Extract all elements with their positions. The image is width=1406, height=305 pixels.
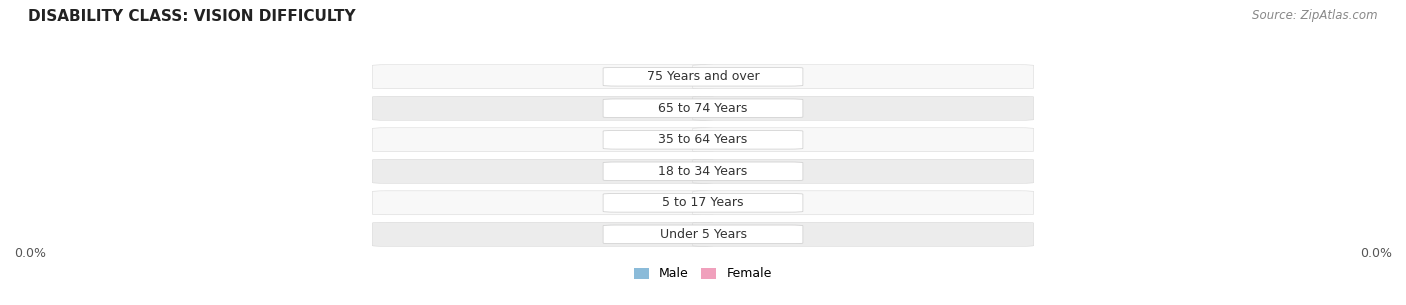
Text: 65 to 74 Years: 65 to 74 Years xyxy=(658,102,748,115)
Text: 0.0%: 0.0% xyxy=(641,135,672,145)
Text: 5 to 17 Years: 5 to 17 Years xyxy=(662,196,744,209)
FancyBboxPatch shape xyxy=(606,194,706,211)
Text: 0.0%: 0.0% xyxy=(734,229,765,239)
FancyBboxPatch shape xyxy=(603,162,803,181)
FancyBboxPatch shape xyxy=(693,128,1033,152)
FancyBboxPatch shape xyxy=(693,191,1033,215)
FancyBboxPatch shape xyxy=(373,222,713,246)
FancyBboxPatch shape xyxy=(700,131,800,149)
Text: 0.0%: 0.0% xyxy=(641,229,672,239)
FancyBboxPatch shape xyxy=(603,225,803,244)
Text: 0.0%: 0.0% xyxy=(734,198,765,208)
Text: 75 Years and over: 75 Years and over xyxy=(647,70,759,83)
FancyBboxPatch shape xyxy=(606,226,706,243)
FancyBboxPatch shape xyxy=(693,96,1033,120)
FancyBboxPatch shape xyxy=(700,68,800,85)
FancyBboxPatch shape xyxy=(606,100,706,117)
FancyBboxPatch shape xyxy=(373,128,713,152)
Text: 0.0%: 0.0% xyxy=(1360,247,1392,260)
Text: 0.0%: 0.0% xyxy=(734,135,765,145)
FancyBboxPatch shape xyxy=(603,67,803,86)
FancyBboxPatch shape xyxy=(700,194,800,211)
FancyBboxPatch shape xyxy=(606,131,706,149)
Legend: Male, Female: Male, Female xyxy=(630,262,776,285)
Text: DISABILITY CLASS: VISION DIFFICULTY: DISABILITY CLASS: VISION DIFFICULTY xyxy=(28,9,356,24)
FancyBboxPatch shape xyxy=(700,100,800,117)
Text: 0.0%: 0.0% xyxy=(641,103,672,113)
Text: 18 to 34 Years: 18 to 34 Years xyxy=(658,165,748,178)
Text: 0.0%: 0.0% xyxy=(641,198,672,208)
FancyBboxPatch shape xyxy=(603,131,803,149)
FancyBboxPatch shape xyxy=(606,163,706,180)
FancyBboxPatch shape xyxy=(700,226,800,243)
Text: 0.0%: 0.0% xyxy=(734,166,765,176)
FancyBboxPatch shape xyxy=(606,68,706,85)
FancyBboxPatch shape xyxy=(373,65,713,89)
Text: 0.0%: 0.0% xyxy=(734,72,765,82)
FancyBboxPatch shape xyxy=(373,96,713,120)
Text: 0.0%: 0.0% xyxy=(14,247,46,260)
FancyBboxPatch shape xyxy=(700,163,800,180)
Text: 35 to 64 Years: 35 to 64 Years xyxy=(658,133,748,146)
Text: 0.0%: 0.0% xyxy=(641,72,672,82)
FancyBboxPatch shape xyxy=(373,191,713,215)
FancyBboxPatch shape xyxy=(693,222,1033,246)
Text: Under 5 Years: Under 5 Years xyxy=(659,228,747,241)
Text: Source: ZipAtlas.com: Source: ZipAtlas.com xyxy=(1253,9,1378,22)
FancyBboxPatch shape xyxy=(603,194,803,212)
FancyBboxPatch shape xyxy=(373,159,713,183)
Text: 0.0%: 0.0% xyxy=(734,103,765,113)
Text: 0.0%: 0.0% xyxy=(641,166,672,176)
FancyBboxPatch shape xyxy=(603,99,803,117)
FancyBboxPatch shape xyxy=(693,159,1033,183)
FancyBboxPatch shape xyxy=(693,65,1033,89)
